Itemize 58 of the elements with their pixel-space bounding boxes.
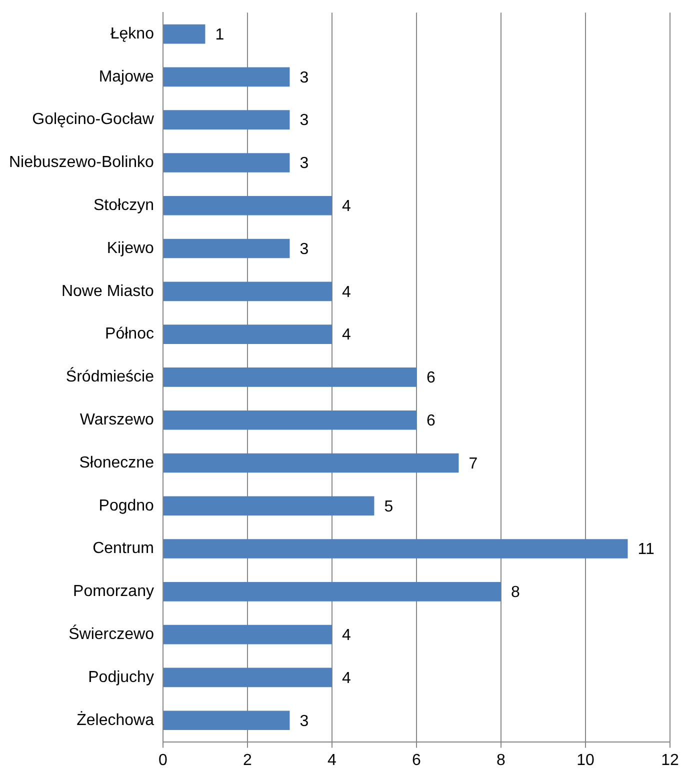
x-tick-label: 10 xyxy=(576,752,594,769)
data-label: 4 xyxy=(342,284,351,301)
y-tick-label: Żelechowa xyxy=(76,710,154,729)
bar xyxy=(163,282,332,302)
data-label: 3 xyxy=(300,240,309,258)
y-tick-label: Nowe Miasto xyxy=(61,282,154,300)
bar xyxy=(163,368,416,387)
bar xyxy=(163,496,374,516)
data-label: 7 xyxy=(468,455,478,472)
data-label: 5 xyxy=(384,498,394,516)
bar xyxy=(163,110,290,130)
y-tick-label: Pomorzany xyxy=(73,583,154,600)
data-label: 4 xyxy=(342,198,351,216)
y-tick-label: Świerczewo xyxy=(68,624,154,643)
data-label: 6 xyxy=(426,412,436,430)
y-tick-label: Warszewo xyxy=(80,412,154,428)
y-tick-label: Kijewo xyxy=(106,240,154,257)
data-label: 4 xyxy=(342,670,351,687)
y-tick-label: Północ xyxy=(105,326,154,343)
data-label: 3 xyxy=(300,69,309,86)
data-label: 3 xyxy=(300,155,309,172)
bar xyxy=(163,453,459,473)
bar xyxy=(163,324,332,344)
bar xyxy=(163,668,332,688)
y-tick-label: Niebuszewo-Bolinko xyxy=(8,154,154,172)
data-label: 11 xyxy=(638,541,654,558)
bar xyxy=(163,539,628,558)
bar xyxy=(163,196,332,216)
y-tick-label: Majowe xyxy=(98,68,154,86)
bar xyxy=(163,24,206,44)
y-tick-label: Pogdno xyxy=(98,497,154,514)
bar xyxy=(163,710,290,730)
x-tick-label: 2 xyxy=(243,752,252,769)
x-tick-label: 6 xyxy=(412,752,422,769)
y-tick-label: Centrum xyxy=(92,540,154,558)
y-tick-label: Stołczyn xyxy=(93,197,154,214)
data-label: 6 xyxy=(426,370,436,387)
x-tick-label: 12 xyxy=(661,752,679,769)
bar xyxy=(163,582,501,602)
data-label: 4 xyxy=(342,626,351,644)
bar xyxy=(163,624,332,644)
data-label: 3 xyxy=(300,112,309,130)
x-tick-label: 8 xyxy=(496,752,506,769)
x-tick-label: 4 xyxy=(328,752,337,769)
x-tick-label: 0 xyxy=(158,752,168,769)
y-tick-label: Słoneczne xyxy=(79,454,154,472)
data-label: 1 xyxy=(215,26,224,44)
y-tick-label: Podjuchy xyxy=(88,668,154,686)
data-label: 3 xyxy=(300,712,309,730)
data-label: 8 xyxy=(510,584,520,602)
y-tick-label: Golęcino-Gocław xyxy=(32,111,154,128)
y-tick-label: Śródmieście xyxy=(66,366,154,386)
bar xyxy=(163,238,290,258)
data-label: 4 xyxy=(342,326,351,344)
bar xyxy=(163,410,416,430)
y-tick-label: Łękno xyxy=(110,25,154,42)
bar xyxy=(163,67,290,87)
bar xyxy=(163,153,290,172)
